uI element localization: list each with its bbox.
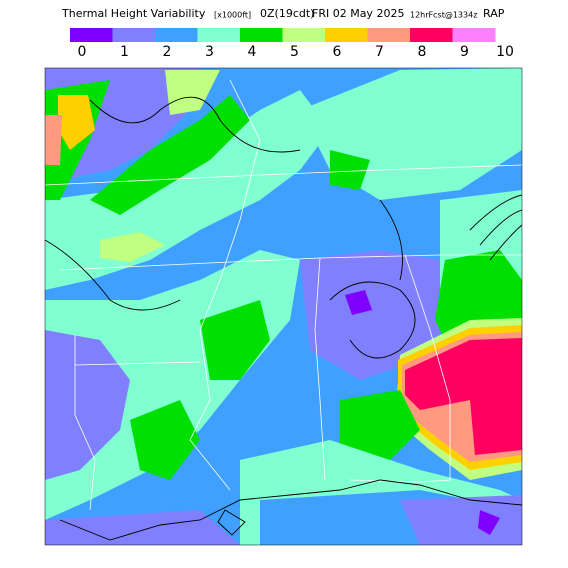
contour-region <box>90 95 250 215</box>
date: FRI 02 May 2025 <box>312 7 404 20</box>
scale-swatch <box>112 28 156 42</box>
scale-swatch <box>452 28 496 42</box>
scale-label: 10 <box>496 44 514 60</box>
scale-label: 9 <box>460 44 469 60</box>
scale-swatch <box>155 28 198 42</box>
scale-label: 7 <box>375 44 384 60</box>
scale-swatch <box>325 28 368 42</box>
run: 0Z(19cdt) <box>260 7 314 20</box>
scale-label: 2 <box>163 44 172 60</box>
contour-region <box>478 510 500 535</box>
map-frame <box>44 67 523 546</box>
model: RAP <box>483 7 505 20</box>
map <box>45 68 522 545</box>
scale-label: 8 <box>418 44 427 60</box>
forecast: 12hrFcst@1334z <box>410 11 477 20</box>
contour-region <box>300 250 450 380</box>
contour-region <box>100 232 165 262</box>
color-scale: 0 1 2 3 4 5 6 7 8 9 10 <box>70 28 514 60</box>
contour-region <box>405 338 522 455</box>
scale-swatch <box>367 28 411 42</box>
contour-region <box>58 95 95 150</box>
scale-label: 4 <box>248 44 257 60</box>
contour-region <box>200 300 270 380</box>
scale-swatch <box>282 28 326 42</box>
scale-label: 5 <box>290 44 299 60</box>
contour-region <box>130 400 200 480</box>
scale-label: 1 <box>120 44 129 60</box>
contour-region <box>345 290 372 315</box>
title: Thermal Height Variability <box>61 7 206 20</box>
contour-region <box>45 115 62 165</box>
contour-region <box>165 70 220 115</box>
scale-label: 6 <box>333 44 342 60</box>
scale-label: 3 <box>205 44 214 60</box>
contour-region <box>400 495 522 545</box>
contour-region <box>45 330 130 480</box>
units: [x1000ft] <box>214 11 251 20</box>
scale-swatch <box>70 28 113 42</box>
scale-swatch <box>240 28 283 42</box>
contour-region <box>330 150 370 190</box>
scale-swatch <box>197 28 241 42</box>
scale-swatch <box>410 28 453 42</box>
contour-region <box>45 510 240 545</box>
scale-label: 0 <box>78 44 87 60</box>
